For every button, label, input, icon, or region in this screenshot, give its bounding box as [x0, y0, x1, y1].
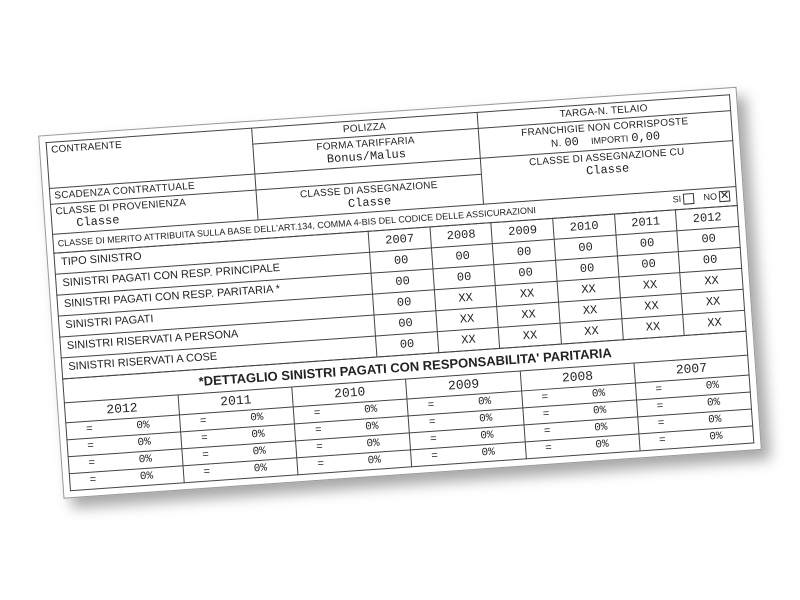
si-checkbox[interactable]: [683, 193, 695, 205]
franchigie-n-label: N.: [551, 138, 562, 150]
contraente-label: CONTRAENTE: [51, 131, 248, 156]
tipo-sinistro-label: TIPO SINISTRO: [61, 251, 142, 269]
insurance-certificate: CONTRAENTE POLIZZA TARGA-N. TELAIO FORMA…: [38, 87, 762, 499]
franchigie-importi-value: 0,00: [631, 129, 661, 145]
si-label: SI: [672, 194, 681, 205]
franchigie-n-value: 00: [564, 135, 579, 150]
no-label: NO: [703, 191, 717, 202]
franchigie-importi-label: IMPORTI: [591, 133, 629, 146]
no-checkbox[interactable]: [719, 191, 731, 203]
si-no-checkboxes: SI NO: [672, 190, 732, 205]
